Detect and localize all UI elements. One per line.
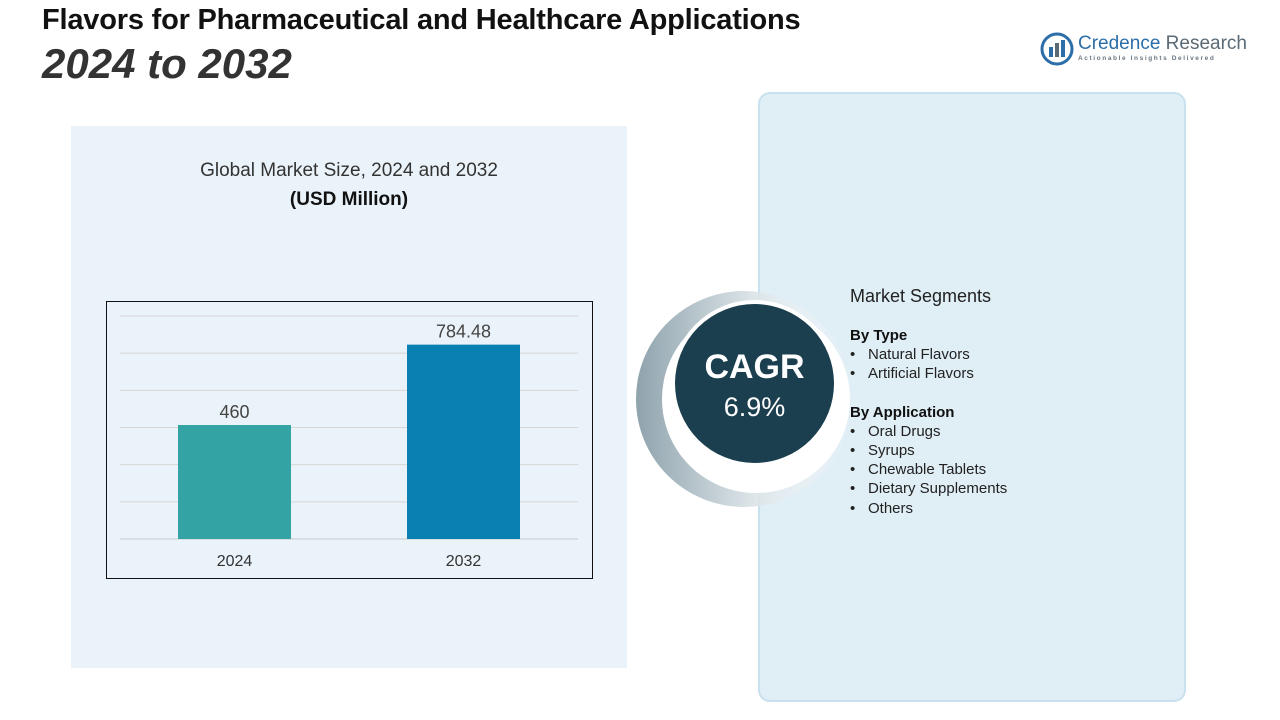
- x-tick-label-2032: 2032: [446, 553, 482, 570]
- data-label-2032: 784.48: [436, 322, 491, 342]
- segment-item: • Artificial Flavors: [850, 365, 974, 383]
- logo-tagline: Actionable Insights Delivered: [1078, 55, 1216, 62]
- bar-chart-logo-icon: [1040, 32, 1074, 66]
- page-title: Flavors for Pharmaceutical and Healthcar…: [42, 4, 801, 36]
- market-size-panel: Global Market Size, 2024 and 2032 (USD M…: [71, 126, 627, 668]
- company-logo[interactable]: Credence Research Actionable Insights De…: [1040, 30, 1260, 70]
- segment-item: • Oral Drugs: [850, 422, 941, 440]
- cagr-value: 6.9%: [723, 392, 786, 422]
- logo-name-part2: Research: [1165, 33, 1247, 54]
- segment-item: • Others: [850, 499, 914, 517]
- segment-list-type: • Natural Flavors • Artificial Flavors: [850, 345, 1170, 384]
- segment-list-application: • Oral Drugs • Syrups • Chewable Tablets • D…: [850, 422, 1170, 518]
- logo-name: Credence Research: [1078, 33, 1247, 55]
- x-tick-label-2024: 2024: [217, 553, 253, 570]
- bar-2024: [178, 425, 291, 539]
- segment-item: • Chewable Tablets: [850, 461, 987, 479]
- cagr-label: CAGR: [704, 348, 805, 386]
- cagr-badge: CAGR 6.9%: [671, 300, 838, 467]
- segment-item: • Natural Flavors: [850, 346, 970, 363]
- market-segments: Market Segments By Type • Natural Flavors…: [850, 286, 1170, 537]
- segment-heading-application: By Application: [850, 403, 955, 421]
- bar-chart-svg: 460 2024 784.48 2032: [120, 315, 578, 570]
- page-subtitle: 2024 to 2032: [42, 40, 292, 87]
- segment-item: • Dietary Supplements: [850, 480, 1008, 498]
- segment-heading-type: By Type: [850, 327, 908, 344]
- chart-unit: (USD Million): [289, 189, 409, 210]
- segment-item: • Syrups: [850, 441, 915, 459]
- logo-name-part1: Credence: [1078, 33, 1161, 54]
- bar-2032: [407, 344, 520, 539]
- chart-title: Global Market Size, 2024 and 2032: [200, 160, 498, 181]
- data-label-2024: 460: [219, 402, 249, 422]
- segments-title: Market Segments: [850, 286, 992, 306]
- bar-chart: 460 2024 784.48 2032: [106, 301, 593, 579]
